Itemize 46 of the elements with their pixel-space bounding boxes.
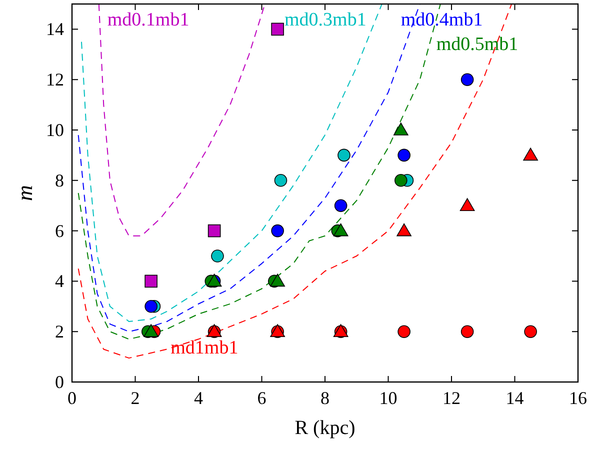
x-tick-label: 16 (569, 388, 587, 408)
point (144, 300, 158, 313)
point (144, 324, 158, 337)
point (398, 325, 410, 338)
point (208, 224, 221, 238)
point (394, 174, 408, 187)
y-tick-label: 0 (55, 372, 64, 392)
x-tick-label: 12 (442, 388, 460, 408)
x-tick-label: 0 (68, 388, 76, 408)
x-tick-label: 8 (320, 388, 330, 408)
y-axis-title: m (12, 185, 37, 201)
point (144, 274, 158, 288)
x-tick-label: 14 (506, 388, 524, 408)
y-tick-label: 2 (55, 322, 64, 342)
y-tick-label: 14 (46, 19, 64, 40)
series-label: md0.1mb1 (107, 9, 190, 30)
point (271, 22, 284, 36)
series-label: md0.3mb1 (284, 9, 366, 30)
point (211, 250, 224, 262)
y-tick-label: 6 (55, 220, 64, 241)
point (270, 274, 285, 287)
x-tick-label: 4 (194, 388, 203, 408)
y-tick-label: 8 (55, 170, 64, 190)
point (271, 224, 284, 238)
y-tick-label: 10 (46, 120, 64, 140)
point (394, 122, 408, 136)
x-tick-label: 6 (257, 388, 266, 408)
point (524, 325, 537, 338)
line-series (98, 4, 266, 236)
series-label: md0.5mb1 (436, 34, 518, 55)
point (460, 73, 474, 86)
point (398, 148, 410, 162)
x-tick-label: 10 (379, 388, 398, 408)
point (460, 325, 474, 338)
x-tick-label: 2 (130, 388, 140, 408)
y-tick-label: 4 (55, 271, 64, 292)
point (460, 198, 475, 211)
point (338, 148, 350, 162)
x-axis-title: R (kpc) (294, 417, 356, 439)
point (396, 223, 412, 236)
point (274, 174, 288, 187)
series-label: md1mb1 (170, 337, 238, 358)
point (333, 223, 348, 236)
y-tick-label: 12 (46, 70, 64, 90)
point (523, 148, 538, 161)
point (334, 199, 348, 212)
